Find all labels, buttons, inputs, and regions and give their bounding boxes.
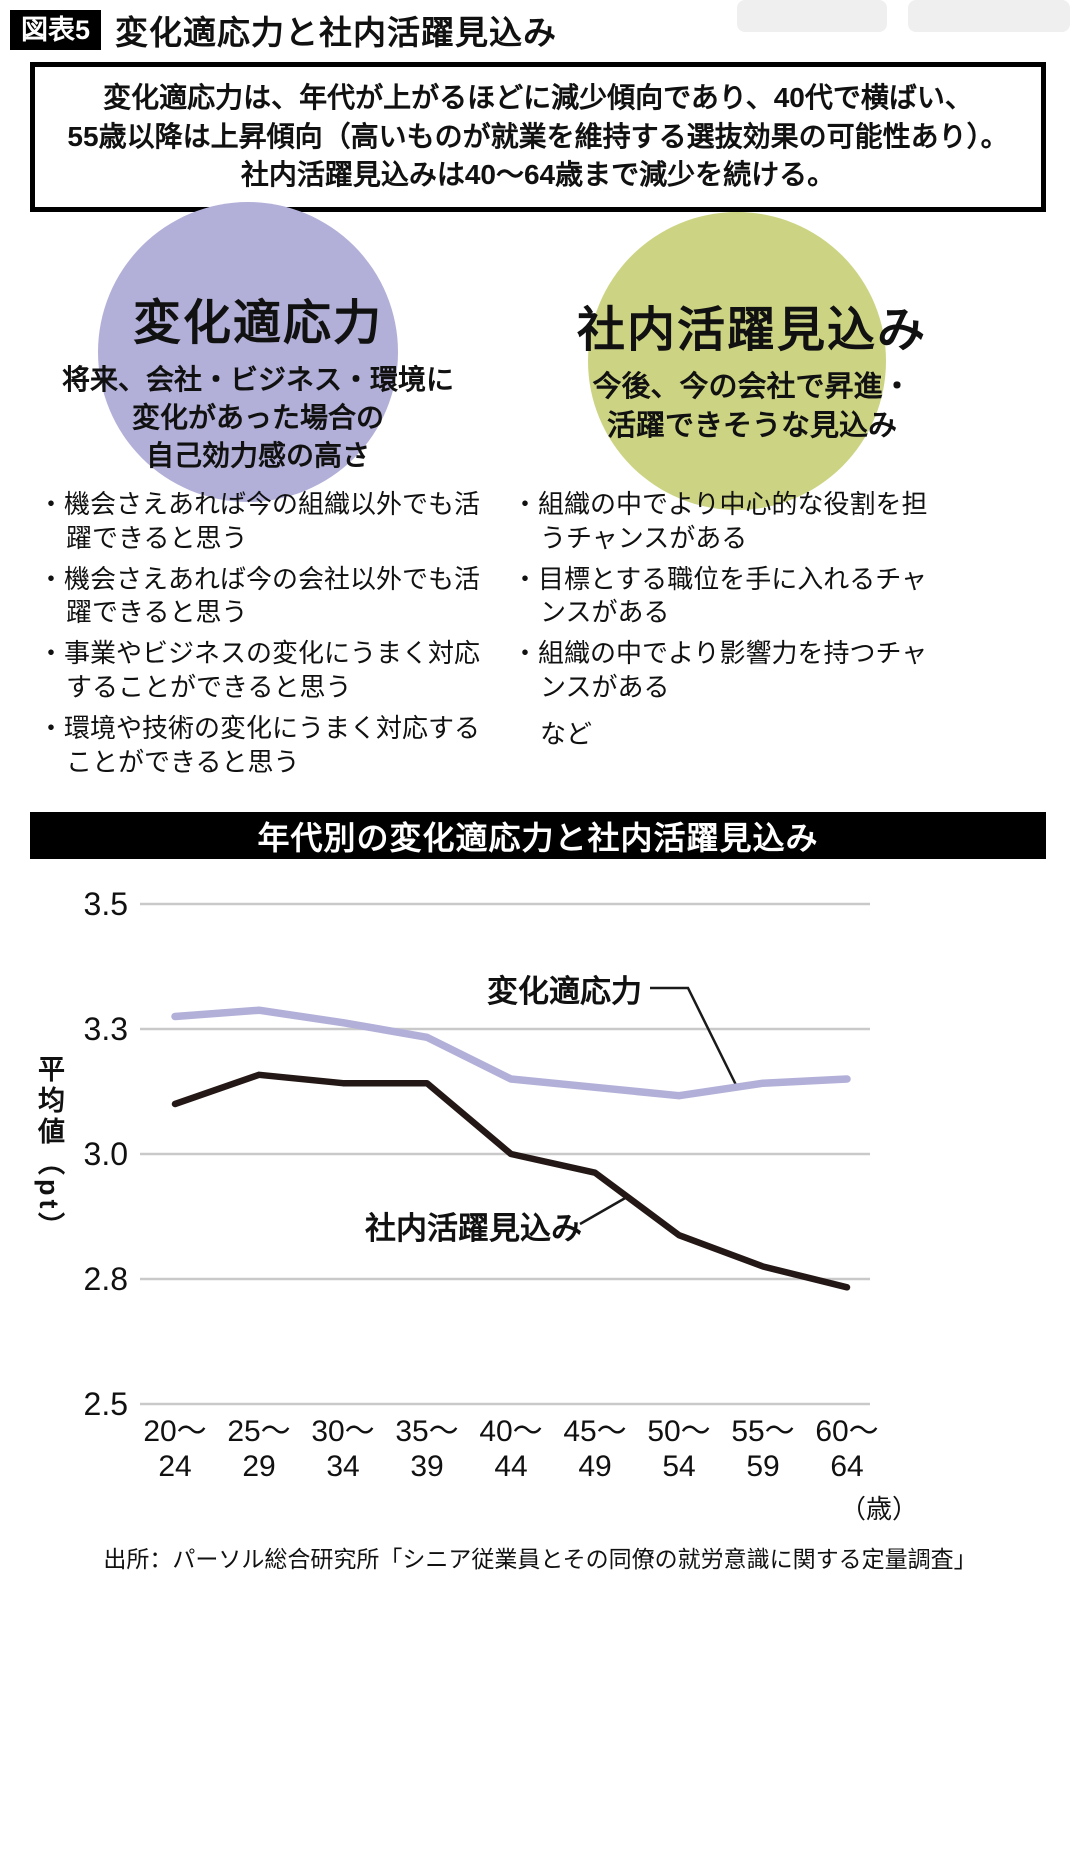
series-line-prospects [171, 1071, 851, 1291]
adaptability-circle [98, 202, 398, 502]
x-axis-label: 55〜 59 [731, 1415, 795, 1484]
summary-line: 社内活躍見込みは40〜64歳まで減少を続ける。 [240, 159, 836, 191]
x-axis-label: 35〜 39 [395, 1415, 459, 1484]
summary-line: 55歳以降は上昇傾向（高いものが就業を維持する選抜効果の可能性あり）。 [67, 120, 1009, 152]
figure-header: 図表5 変化適応力と社内活躍見込み [10, 6, 557, 54]
description-line: 将来、会社・ビジネス・環境に [61, 364, 454, 395]
y-tick-label: 3.5 [84, 886, 128, 922]
adaptability-concept: 変化適応力 将来、会社・ビジネス・環境に 変化があった場合の 自己効力感の高さ [18, 283, 498, 474]
summary-line: 変化適応力は、年代が上がるほどに減少傾向であり、40代で横ばい、 [103, 82, 973, 113]
etc-note: など [540, 719, 593, 749]
bullet-item: ・組織の中でより中心的な役割を担うチャンスがある [512, 489, 928, 553]
x-axis-label: 45〜 49 [563, 1415, 627, 1484]
bullet-item: ・機会さえあれば今の組織以外でも活躍できると思う [38, 489, 481, 553]
x-axis-label: 40〜 44 [479, 1415, 543, 1484]
annotation-line-prospects [579, 1195, 628, 1226]
chart-title-banner: 年代別の変化適応力と社内活躍見込み [30, 812, 1046, 859]
prospects-title: 社内活躍見込み [576, 304, 927, 357]
prospects-description: 今後、今の会社で昇進・ 活躍できそうな見込み [512, 368, 992, 446]
x-axis-label: 60〜 64 [815, 1415, 879, 1484]
x-axis-label: 50〜 54 [647, 1415, 711, 1484]
bullet-item: ・事業やビジネスの変化にうまく対応することができると思う [38, 638, 481, 702]
x-axis-labels: 20〜 24 25〜 29 30〜 34 35〜 39 40〜 44 45〜 49 50〜 54 55〜 59… [0, 1414, 1080, 1506]
y-axis-title: 平均値（pt） [34, 1055, 64, 1244]
adaptability-description: 将来、会社・ビジネス・環境に 変化があった場合の 自己効力感の高さ [18, 361, 498, 474]
description-line: 活躍できそうな見込み [606, 410, 897, 443]
source-note: 出所：パーソル総合研究所「シニア従業員とその同僚の就労意識に関する定量調査」 [103, 1546, 977, 1572]
adaptability-title: 変化適応力 [132, 297, 383, 350]
faded-ui-artifact [908, 0, 1070, 32]
x-axis-unit: （歳） [840, 1494, 919, 1524]
y-tick-label: 3.0 [84, 1136, 128, 1172]
bullet-item: ・目標とする職位を手に入れるチャンスがある [512, 563, 927, 628]
adaptability-bullet-list: ・機会さえあれば今の組織以外でも活躍できると思う ・機会さえあれば今の会社以外でも… [38, 488, 494, 786]
x-axis-label: 20〜 24 [143, 1415, 207, 1484]
bullet-item: ・組織の中でより影響力を持つチャンスがある [512, 638, 928, 702]
y-tick-label: 3.3 [84, 1011, 128, 1047]
description-line: 今後、今の会社で昇進・ [592, 371, 912, 403]
line-chart: 3.5 3.3 3.0 2.8 2.5 [84, 886, 870, 1422]
prospects-concept: 社内活躍見込み 今後、今の会社で昇進・ 活躍できそうな見込み [512, 290, 992, 446]
y-tick-label: 2.8 [84, 1261, 128, 1297]
summary-box: 変化適応力は、年代が上がるほどに減少傾向であり、40代で横ばい、 55歳以降は上昇… [30, 62, 1046, 212]
series-label-prospects: 社内活躍見込み [365, 1211, 582, 1246]
x-axis-label: 30〜 34 [311, 1415, 375, 1484]
prospects-circle [588, 212, 886, 510]
annotation-line-adaptability [650, 986, 739, 1088]
y-tick-label: 2.5 [84, 1386, 128, 1422]
faded-ui-artifact [737, 0, 887, 32]
prospects-bullet-list: ・組織の中でより中心的な役割を担うチャンスがある ・目標とする職位を手に入れるチャ… [512, 488, 932, 712]
bullet-item: ・環境や技術の変化にうまく対応することができると思う [38, 712, 481, 777]
description-line: 自己効力感の高さ [145, 439, 370, 471]
bullet-item: ・機会さえあれば今の会社以外でも活躍できると思う [38, 563, 481, 628]
series-line-adaptability [171, 1006, 851, 1100]
series-label-adaptability: 変化適応力 [487, 974, 642, 1009]
description-line: 変化があった場合の [131, 401, 384, 433]
figure-tag: 図表5 [10, 9, 102, 51]
x-axis-label: 25〜 29 [227, 1415, 291, 1484]
figure-title: 変化適応力と社内活躍見込み [115, 14, 558, 51]
